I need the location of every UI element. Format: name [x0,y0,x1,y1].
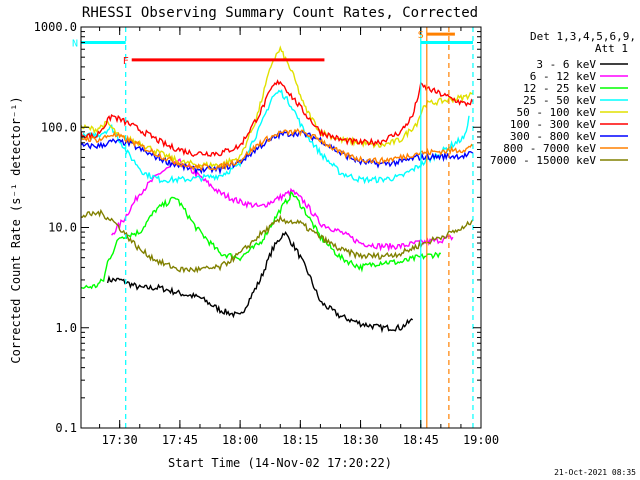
legend-label-8: 7000 - 15000 keV [490,154,596,167]
legend-label-3: 25 - 50 keV [523,94,596,107]
plot-area [81,27,474,428]
series-line-0 [106,230,414,334]
legend-label-0: 3 - 6 keV [536,58,596,71]
axes: 0.1 1.0 10.0 100.0 1000.0 17:30 17:45 18:00 18:1… [34,20,499,447]
x-tick-label-1: 17:45 [162,433,198,447]
y-tick-label-0: 0.1 [55,421,77,435]
series-line-6 [81,129,474,175]
y-tick-label-3: 100.0 [41,120,77,134]
flag-label-1: F [123,56,129,67]
series-line-1 [111,158,454,252]
series-line-4 [81,45,474,169]
series-line-8 [81,208,474,274]
footer-timestamp: 21-Oct-2021 08:35 [554,468,636,477]
x-tick-label-4: 18:30 [342,433,378,447]
y-tick-label-2: 10.0 [48,221,77,235]
flag-label-2: S [418,30,424,41]
y-axis-label: Corrected Count Rate (s⁻¹ detector⁻¹) [9,96,23,363]
legend-header-line-2: Att 1 [595,42,628,55]
y-tick-label-4: 1000.0 [34,20,77,34]
legend-label-1: 6 - 12 keV [530,70,597,83]
legend-label-5: 100 - 300 keV [510,118,596,131]
series-line-3 [81,89,470,185]
x-axis-label: Start Time (14-Nov-02 17:20:22) [168,456,392,470]
legend-label-4: 50 - 100 keV [517,106,597,119]
series-line-7 [81,127,474,172]
legend-label-6: 300 - 800 keV [510,130,596,143]
series-line-2 [81,190,441,290]
x-tick-label-2: 18:00 [222,433,258,447]
x-tick-label-6: 19:00 [463,433,499,447]
legend-label-2: 12 - 25 keV [523,82,596,95]
chart-title: RHESSI Observing Summary Count Rates, Co… [82,5,478,21]
flag-label-0: N [72,39,78,50]
x-tick-label-0: 17:30 [102,433,138,447]
x-tick-label-3: 18:15 [282,433,318,447]
legend-label-7: 800 - 7000 keV [503,142,596,155]
legend-header-line-1: Det 1,3,4,5,6,9, [530,30,636,43]
x-tick-label-5: 18:45 [403,433,439,447]
series-line-5 [81,79,474,157]
y-tick-label-1: 1.0 [55,321,77,335]
